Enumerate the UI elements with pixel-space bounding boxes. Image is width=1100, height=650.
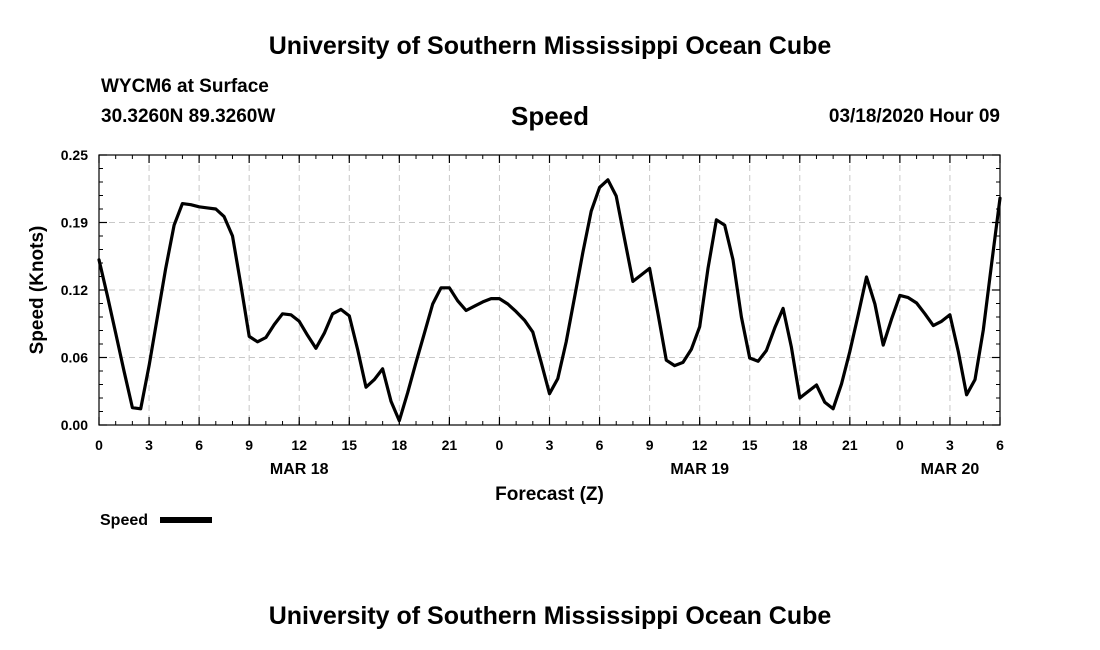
- x-tick-label: 6: [195, 437, 203, 453]
- x-tick-label: 6: [596, 437, 604, 453]
- date-label: MAR 19: [670, 461, 729, 478]
- x-tick-label: 15: [341, 437, 357, 453]
- x-tick-label: 3: [946, 437, 954, 453]
- series-group: [97, 178, 1002, 423]
- x-axis-label: Forecast (Z): [495, 484, 604, 505]
- grid-lines: [99, 155, 1000, 425]
- x-tick-label: 9: [646, 437, 654, 453]
- y-axis-label: Speed (Knots): [27, 226, 48, 355]
- x-tick-label: 0: [496, 437, 504, 453]
- x-tick-label: 3: [546, 437, 554, 453]
- x-tick-label: 0: [896, 437, 904, 453]
- x-tick-label: 18: [392, 437, 408, 453]
- chart-title-bottom: University of Southern Mississippi Ocean…: [268, 602, 832, 630]
- x-tick-label: 21: [442, 437, 458, 453]
- x-tick-label: 9: [245, 437, 253, 453]
- x-tick-label: 18: [792, 437, 808, 453]
- legend-label: Speed: [100, 512, 148, 529]
- plot-frame: [98, 154, 1001, 426]
- coordinates-label: 30.3260N 89.3260W: [101, 106, 276, 127]
- y-tick-label: 0.00: [61, 417, 88, 433]
- station-label: WYCM6 at Surface: [101, 76, 269, 97]
- x-tick-label: 21: [842, 437, 858, 453]
- y-tick-label: 0.12: [61, 282, 88, 298]
- y-tick-label: 0.06: [61, 350, 88, 366]
- date-label: MAR 20: [921, 461, 980, 478]
- date-label: MAR 18: [270, 461, 329, 478]
- y-tick-label: 0.25: [61, 147, 88, 163]
- x-tick-label: 12: [291, 437, 307, 453]
- y-tick-label: 0.19: [61, 215, 88, 231]
- chart-title-top: University of Southern Mississippi Ocean…: [268, 32, 832, 60]
- x-tick-label: 3: [145, 437, 153, 453]
- x-axis-ticks: 0 3 6 9 12 15 18 21 0 3 6 9 12 15 18 21 0 3 6 MAR 18 MAR 19 M…: [95, 155, 1004, 478]
- x-tick-label: 6: [996, 437, 1004, 453]
- series-line-speed: [97, 178, 1002, 423]
- datetime-label: 03/18/2020 Hour 09: [828, 106, 1000, 127]
- x-tick-label: 12: [692, 437, 708, 453]
- variable-title: Speed: [510, 101, 590, 131]
- x-tick-label: 15: [742, 437, 758, 453]
- x-tick-label: 0: [95, 437, 103, 453]
